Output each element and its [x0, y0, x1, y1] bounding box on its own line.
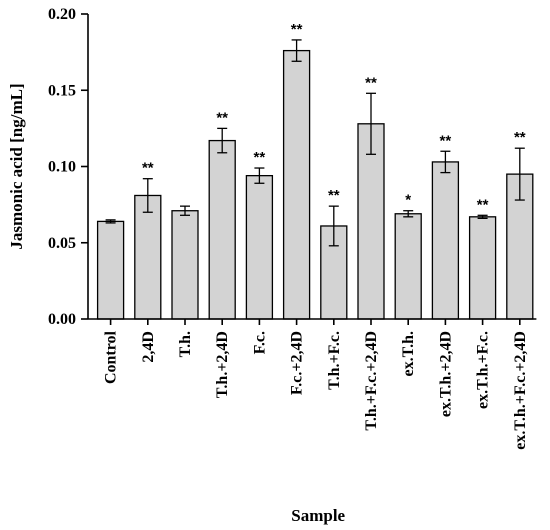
x-tick-label: ex.T.h.+F.c.	[475, 331, 492, 409]
y-axis-ticks: 0.00 0.05 0.10 0.15 0.20	[48, 6, 88, 328]
bar	[394, 213, 422, 320]
y-axis-title: Jasmonic acid [ng/mL]	[7, 83, 26, 249]
x-tick-label: 2,4D	[140, 331, 157, 363]
significance-label: **	[328, 187, 340, 204]
x-axis-ticks: Control 2,4D T.h. T.h.+2,4D F.c. F.c.+2,4D T.h…	[103, 319, 529, 450]
x-tick-label: F.c.	[251, 331, 268, 354]
bar	[171, 210, 199, 320]
significance-label: **	[365, 74, 377, 91]
bar	[134, 194, 162, 320]
y-tick-label: 0.15	[48, 82, 76, 99]
x-tick-label: Control	[103, 330, 120, 384]
x-tick-label: ex.T.h.+F.c.+2,4D	[512, 331, 529, 450]
x-tick-label: T.h.+F.c.	[326, 331, 343, 390]
x-tick-label: F.c.+2,4D	[289, 331, 306, 395]
x-tick-label: ex.T.h.+2,4D	[437, 331, 454, 417]
bar	[468, 216, 497, 320]
y-tick-label: 0.00	[48, 311, 76, 328]
plot-area: *******************	[96, 21, 534, 320]
significance-label: *	[405, 192, 411, 209]
significance-label: **	[440, 132, 452, 149]
x-tick-label: T.h.+2,4D	[214, 331, 231, 398]
x-tick-label: T.h.+F.c.+2,4D	[363, 331, 380, 431]
bar	[431, 161, 460, 320]
y-tick-label: 0.05	[48, 235, 76, 252]
significance-label: **	[514, 129, 526, 146]
y-tick-label: 0.10	[48, 159, 76, 176]
significance-label: **	[477, 196, 489, 213]
x-axis-title: Sample	[291, 506, 345, 525]
x-tick-label: ex.T.h.	[400, 331, 417, 376]
bar	[245, 174, 274, 320]
bar	[208, 139, 236, 320]
bar	[357, 123, 385, 320]
significance-label: **	[254, 149, 266, 166]
bar	[282, 49, 311, 320]
x-tick-label: T.h.	[177, 331, 194, 357]
y-tick-label: 0.20	[48, 6, 76, 23]
bar	[96, 220, 125, 320]
significance-label: **	[142, 160, 154, 177]
significance-label: **	[291, 21, 303, 38]
significance-label: **	[216, 109, 228, 126]
